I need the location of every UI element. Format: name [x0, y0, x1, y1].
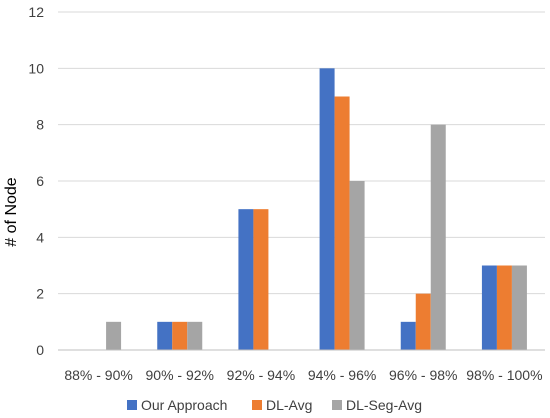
- bar-dl-seg-avg: [106, 321, 122, 350]
- x-tick-label: 90% - 92%: [146, 367, 214, 383]
- y-tick-label: 2: [36, 286, 44, 302]
- y-tick-label: 12: [28, 4, 44, 20]
- legend-label: Our Approach: [141, 397, 227, 413]
- bar-dl-avg: [496, 265, 512, 350]
- y-tick-label: 0: [36, 342, 44, 358]
- bar-our-approach: [400, 321, 416, 350]
- y-tick-label: 4: [36, 229, 44, 245]
- bar-dl-seg-avg: [349, 181, 365, 350]
- bar-dl-seg-avg: [187, 321, 203, 350]
- x-tick-label: 96% - 98%: [389, 367, 457, 383]
- bar-dl-avg: [415, 293, 431, 350]
- y-axis-label: # of Node: [3, 177, 20, 246]
- gridlines: [58, 11, 545, 295]
- y-tick-label: 6: [36, 173, 44, 189]
- legend-swatch: [332, 400, 342, 410]
- bar-dl-seg-avg: [430, 124, 446, 351]
- bar-dl-avg: [172, 321, 188, 350]
- legend-label: DL-Avg: [266, 397, 312, 413]
- x-tick-label: 88% - 90%: [64, 367, 132, 383]
- bar-our-approach: [481, 265, 497, 350]
- bar-our-approach: [238, 209, 254, 350]
- bars: [106, 68, 527, 351]
- x-tick-label: 98% - 100%: [466, 367, 542, 383]
- bar-our-approach: [319, 68, 335, 350]
- legend: Our Approach DL-Avg DL-Seg-Avg: [127, 397, 422, 413]
- x-tick-label: 94% - 96%: [308, 367, 376, 383]
- legend-swatch: [127, 400, 137, 410]
- bar-dl-avg: [253, 209, 269, 350]
- axes: 0 2 4 6 8 10 12 88% - 90% 90% - 92% 92% - 94% 94% …: [28, 4, 545, 383]
- bar-our-approach: [157, 321, 173, 350]
- bar-dl-avg: [334, 96, 350, 350]
- x-tick-label: 92% - 94%: [227, 367, 295, 383]
- legend-swatch: [252, 400, 262, 410]
- y-tick-label: 10: [28, 60, 44, 76]
- bar-dl-seg-avg: [511, 265, 527, 350]
- legend-label: DL-Seg-Avg: [346, 397, 422, 413]
- y-tick-label: 8: [36, 117, 44, 133]
